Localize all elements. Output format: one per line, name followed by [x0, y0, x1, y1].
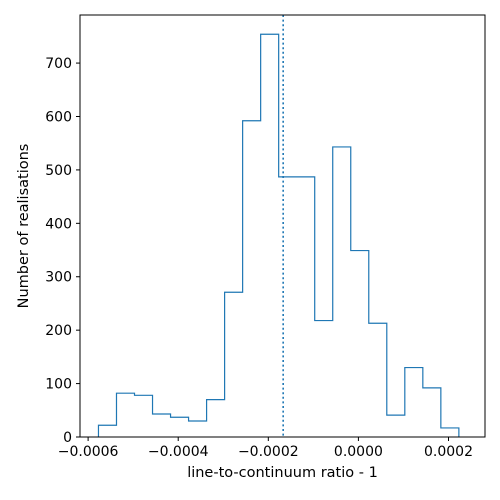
- axis-ticks: −0.0006 −0.0004 −0.0002 0.0000 0.0002 0 100 200…: [45, 56, 473, 460]
- x-tick-label: 0.0000: [334, 444, 383, 460]
- plot-frame: [79, 14, 486, 438]
- y-tick-label: 300: [45, 270, 72, 286]
- x-tick-label: −0.0002: [238, 444, 299, 460]
- x-tick-label: −0.0006: [58, 444, 119, 460]
- histogram-step-line: [97, 33, 460, 437]
- y-tick-label: 700: [45, 56, 72, 72]
- y-tick-label: 600: [45, 109, 72, 125]
- y-tick-label: 0: [63, 430, 72, 446]
- x-axis-label: line-to-continuum ratio - 1: [187, 465, 378, 481]
- y-tick-label: 400: [45, 216, 72, 232]
- x-tick-label: −0.0004: [148, 444, 209, 460]
- y-tick-label: 500: [45, 163, 72, 179]
- y-axis-label: Number of realisations: [16, 144, 32, 309]
- y-tick-label: 200: [45, 323, 72, 339]
- y-tick-label: 100: [45, 377, 72, 393]
- x-tick-label: 0.0002: [424, 444, 473, 460]
